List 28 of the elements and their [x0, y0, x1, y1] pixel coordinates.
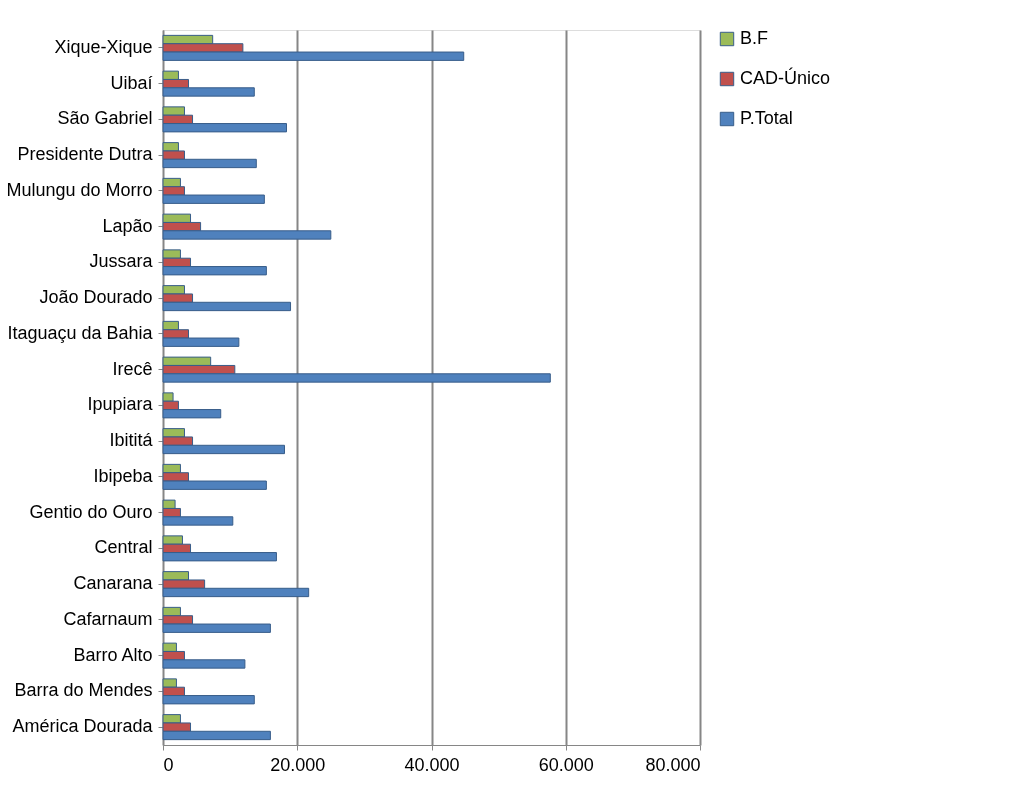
y-tick-label: Itaguaçu da Bahia: [7, 322, 154, 343]
y-tick-label: Mulungu do Morro: [6, 179, 153, 200]
y-tick-label: João Dourado: [39, 287, 153, 308]
x-tick-label: 0: [163, 754, 174, 775]
y-tick-label: Lapão: [102, 215, 153, 236]
y-tick-label: Central: [94, 537, 153, 558]
y-tick-label: São Gabriel: [57, 108, 153, 129]
x-tick-label: 80.000: [645, 754, 701, 775]
y-tick-label: Barro Alto: [73, 644, 153, 665]
legend-label: CAD-Único: [740, 67, 831, 88]
y-tick-label: Gentio do Ouro: [29, 501, 153, 522]
legend-label: P.Total: [740, 108, 793, 128]
y-tick-label: Uibaí: [110, 72, 153, 93]
y-tick-label: Barra do Mendes: [14, 680, 153, 701]
legend-label: B.F: [740, 28, 769, 48]
y-tick-label: Ibipeba: [93, 465, 154, 486]
y-tick-label: Jussara: [89, 251, 154, 272]
x-tick-label: 60.000: [538, 754, 594, 775]
y-tick-label: Xique-Xique: [54, 36, 153, 57]
y-tick-label: Cafarnaum: [63, 608, 153, 629]
y-tick-label: América Dourada: [12, 716, 154, 737]
y-tick-label: Irecê: [112, 358, 153, 379]
y-tick-label: Presidente Dutra: [17, 144, 154, 165]
x-tick-label: 40.000: [404, 754, 460, 775]
y-tick-label: Ibititá: [109, 430, 154, 451]
x-tick-label: 20.000: [270, 754, 326, 775]
y-tick-label: Canarana: [73, 573, 154, 594]
y-tick-label: Ipupiara: [87, 394, 154, 415]
